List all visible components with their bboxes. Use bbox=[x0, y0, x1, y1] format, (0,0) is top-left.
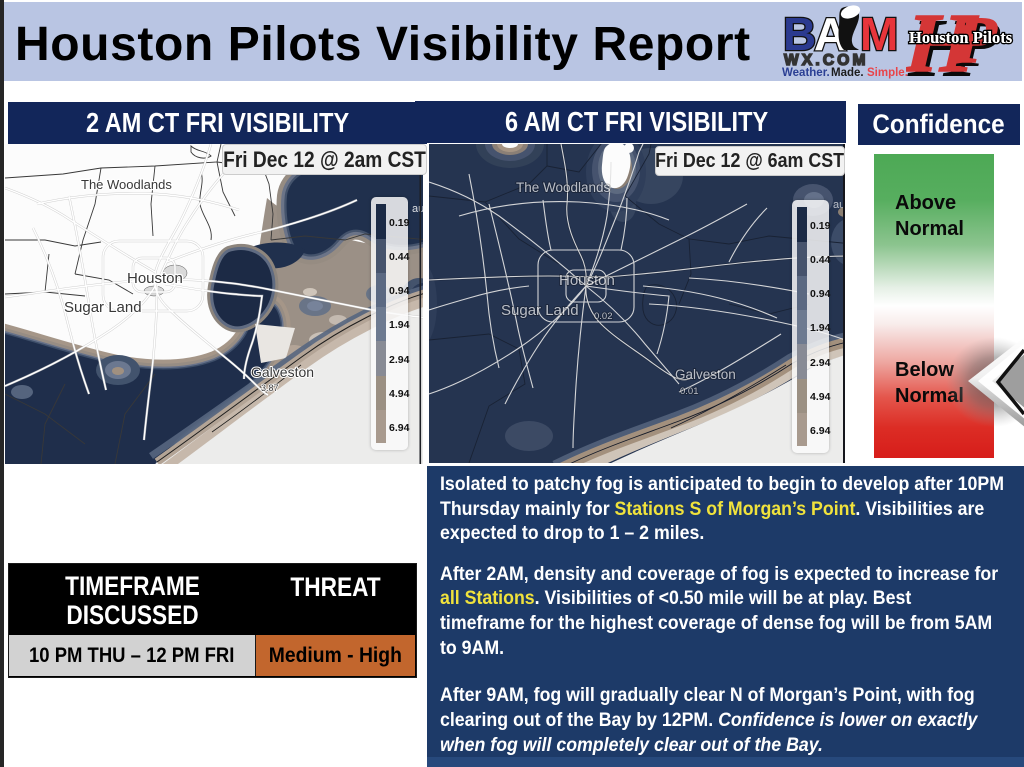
svg-text:M: M bbox=[860, 8, 898, 60]
svg-text:The Woodlands: The Woodlands bbox=[81, 177, 172, 192]
svg-text:Sugar Land: Sugar Land bbox=[501, 302, 579, 319]
svg-text:Weather.: Weather. bbox=[782, 67, 830, 79]
svg-text:B: B bbox=[783, 8, 815, 60]
svg-text:Made.: Made. bbox=[831, 67, 864, 79]
svg-text:Houston: Houston bbox=[559, 272, 615, 289]
svg-text:The Woodlands: The Woodlands bbox=[516, 180, 611, 195]
svg-text:Galveston: Galveston bbox=[675, 367, 736, 382]
svg-text:au: au bbox=[833, 199, 845, 211]
svg-text:Simple.: Simple. bbox=[867, 67, 908, 79]
svg-text:WX.COM: WX.COM bbox=[784, 52, 869, 69]
svg-text:Houston: Houston bbox=[127, 270, 183, 287]
svg-text:Houston Pilots: Houston Pilots bbox=[909, 28, 1013, 47]
svg-text:0.01: 0.01 bbox=[680, 386, 699, 397]
svg-text:0.02: 0.02 bbox=[594, 311, 613, 322]
svg-text:Sugar Land: Sugar Land bbox=[64, 299, 142, 316]
svg-text:Galveston: Galveston bbox=[251, 364, 314, 380]
svg-text:au: au bbox=[412, 203, 423, 215]
svg-text:Houston Pilots: Houston Pilots bbox=[909, 28, 1013, 47]
svg-text:3.87: 3.87 bbox=[261, 383, 279, 393]
